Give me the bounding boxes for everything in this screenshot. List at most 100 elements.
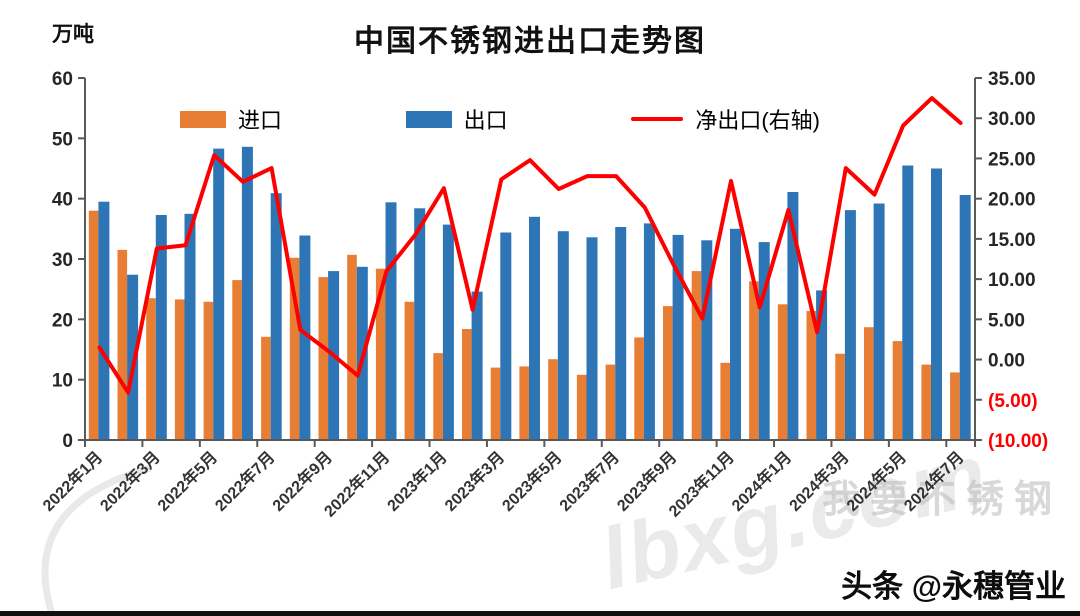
x-axis-tick-label: 2022年7月: [211, 447, 279, 515]
left-axis-tick-label: 40: [52, 190, 73, 211]
import-bar: [605, 364, 616, 440]
left-axis-ticks: 0 10 20 30 40 50 60: [52, 69, 85, 452]
import-bar: [203, 301, 214, 440]
import-bar: [777, 304, 788, 441]
import-bar: [921, 364, 931, 440]
export-bar: [557, 231, 569, 440]
export-bar: [959, 195, 971, 440]
right-axis-tick-label: 35.00: [988, 69, 1036, 90]
import-bar: [749, 281, 759, 440]
export-bar: [500, 232, 512, 440]
export-bar: [643, 223, 655, 440]
left-axis-tick-label: 30: [52, 250, 73, 271]
import-bars: [88, 210, 960, 441]
export-bar: [270, 193, 282, 440]
legend-label-import: 进口: [238, 108, 283, 133]
export-bar: [701, 240, 713, 440]
right-axis-tick-label: 10.00: [988, 270, 1036, 291]
export-bar: [442, 224, 454, 440]
import-bar: [404, 301, 415, 440]
legend-label-export: 出口: [463, 108, 508, 133]
export-bar: [529, 216, 540, 440]
legend: 进口 出口 净出口(右轴): [180, 103, 820, 135]
export-bar: [241, 146, 253, 441]
export-bar: [471, 291, 483, 440]
export-bar: [213, 148, 225, 440]
export-swatch-icon: [405, 110, 452, 128]
bottom-black-bar: [0, 611, 1080, 616]
export-bar: [931, 168, 942, 440]
export-bar: [414, 208, 426, 440]
byline-watermark: 头条 @永穗管业: [841, 569, 1066, 604]
right-axis-ticks: 35.00 30.00 25.00 20.00 15.00 10.00 5.00 0.00 (5…: [975, 69, 1048, 452]
import-bar: [490, 367, 501, 440]
import-bar: [318, 277, 329, 440]
import-bar: [174, 299, 185, 440]
x-axis-ticks: 2022年1月2022年3月2022年5月2022年7月2022年9月2022年…: [39, 440, 976, 521]
export-bar: [155, 215, 167, 440]
import-bar: [232, 280, 242, 440]
import-bar: [462, 329, 472, 440]
right-axis-tick-label: 0.00: [988, 351, 1025, 372]
export-bar: [816, 290, 828, 440]
x-axis-tick-label: 2023年3月: [441, 447, 509, 515]
x-axis-tick-label: 2023年1月: [383, 447, 451, 515]
net-export-line-swatch-icon: [631, 117, 684, 121]
left-axis-tick-label: 0: [62, 431, 73, 452]
right-axis-tick-label: 20.00: [988, 190, 1036, 211]
export-bar: [672, 234, 684, 440]
right-axis-tick-label: (10.00): [988, 431, 1048, 452]
right-axis-tick-label: 25.00: [988, 149, 1036, 170]
net-export-line: [97, 96, 963, 395]
import-bar: [835, 353, 845, 440]
export-bar: [844, 210, 856, 440]
chart-title: 中国不锈钢进出口走势图: [354, 25, 706, 58]
watermark-swoosh: [41, 464, 151, 616]
export-bar: [98, 201, 110, 440]
export-bar: [787, 192, 799, 440]
left-axis-tick-label: 20: [52, 310, 73, 331]
right-axis-tick-label: 30.00: [988, 109, 1036, 130]
legend-item-net-export: 净出口(右轴): [631, 103, 820, 135]
right-axis-tick-label: 5.00: [988, 310, 1025, 331]
import-bar: [261, 336, 271, 440]
x-axis-tick-label: 2024年3月: [785, 447, 853, 515]
y-axis-unit-label: 万吨: [52, 23, 94, 46]
import-bar: [806, 310, 817, 440]
export-bar: [902, 165, 914, 440]
import-bar: [892, 341, 903, 440]
import-bar: [347, 254, 357, 440]
watermark-cn-text: 我要不锈钢: [821, 479, 1062, 521]
import-bar: [864, 327, 874, 440]
x-axis-tick-label: 2023年7月: [555, 447, 623, 515]
export-bar: [758, 242, 770, 440]
x-axis-tick-label: 2023年5月: [498, 447, 566, 515]
import-bar: [634, 337, 644, 440]
import-bar: [289, 257, 300, 440]
import-bar: [663, 306, 673, 440]
export-bar: [615, 227, 627, 440]
x-axis-tick-label: 2022年5月: [153, 447, 221, 515]
import-bar: [88, 210, 99, 440]
x-axis-tick-label: 2022年3月: [96, 447, 164, 515]
right-axis-tick-label: 15.00: [988, 230, 1036, 251]
legend-label-net-export: 净出口(右轴): [695, 108, 820, 133]
export-bar: [127, 274, 139, 440]
left-axis-tick-label: 10: [52, 371, 73, 392]
import-bar: [146, 298, 156, 440]
import-bar: [576, 374, 587, 440]
export-bar: [586, 237, 598, 440]
import-bar: [950, 372, 960, 440]
x-axis-tick-label: 2022年1月: [39, 447, 107, 515]
import-bar: [519, 366, 529, 440]
x-axis-tick-label: 2024年7月: [900, 447, 968, 515]
export-bars: [98, 146, 971, 441]
export-bar: [299, 235, 311, 440]
export-bar: [385, 202, 397, 440]
import-bar: [433, 353, 443, 440]
x-axis-tick-label: 2024年5月: [843, 447, 911, 515]
left-axis-tick-label: 60: [52, 69, 73, 90]
import-bar: [720, 362, 730, 440]
